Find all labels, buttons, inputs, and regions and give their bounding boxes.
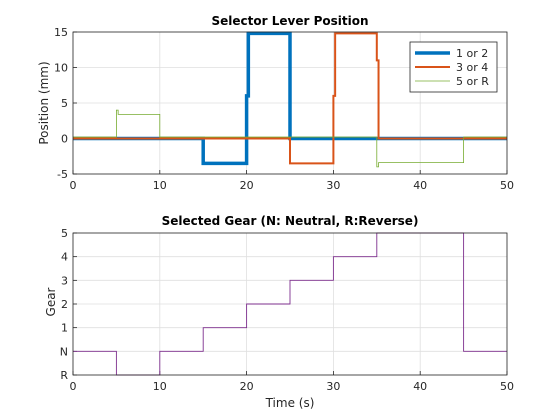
chart-lever-position: Selector Lever Position Position (mm) 0 1… bbox=[37, 14, 514, 192]
series-line-1-or-2 bbox=[73, 31, 507, 166]
y-tick-label: 10 bbox=[54, 62, 68, 75]
y-axis-label: Gear bbox=[44, 287, 58, 316]
x-tick-label: 10 bbox=[153, 179, 167, 192]
x-tick-label: 10 bbox=[153, 380, 167, 393]
y-tick-label: 5 bbox=[61, 97, 68, 110]
x-tick-label: 50 bbox=[500, 179, 514, 192]
y-tick-label: -5 bbox=[57, 168, 68, 181]
axes-frame bbox=[72, 232, 508, 376]
y-axis-label: Position (mm) bbox=[37, 61, 51, 144]
x-tick-label: 30 bbox=[326, 380, 340, 393]
x-tick-label: 30 bbox=[326, 179, 340, 192]
chart-title: Selector Lever Position bbox=[212, 14, 369, 28]
y-tick-label: 2 bbox=[61, 298, 68, 311]
x-tick-label: 40 bbox=[413, 179, 427, 192]
y-tick-label: R bbox=[60, 369, 68, 382]
y-tick-label: N bbox=[60, 345, 68, 358]
x-tick-label: 40 bbox=[413, 380, 427, 393]
x-tick-label: 20 bbox=[240, 179, 254, 192]
x-tick-label: 50 bbox=[500, 380, 514, 393]
x-tick-label: 20 bbox=[240, 380, 254, 393]
x-tick-label: 0 bbox=[70, 380, 77, 393]
series-line-3-or-4 bbox=[73, 32, 507, 165]
x-axis-label: Time (s) bbox=[265, 396, 315, 410]
y-tick-label: 5 bbox=[61, 227, 68, 240]
y-tick-label: 15 bbox=[54, 26, 68, 39]
y-tick-label: 4 bbox=[61, 251, 68, 264]
chart-title: Selected Gear (N: Neutral, R:Reverse) bbox=[162, 214, 419, 228]
y-tick-label: 1 bbox=[61, 322, 68, 335]
legend-entry: 5 or R bbox=[456, 75, 489, 88]
axes-frame bbox=[72, 31, 508, 175]
legend-entry: 3 or 4 bbox=[456, 61, 488, 74]
series-line-5-or-r bbox=[73, 109, 507, 168]
legend-entry: 1 or 2 bbox=[456, 47, 488, 60]
legend: 1 or 23 or 45 or R bbox=[409, 41, 498, 93]
y-tick-label: 0 bbox=[61, 133, 68, 146]
chart-selected-gear: Selected Gear (N: Neutral, R:Reverse) Ge… bbox=[44, 214, 514, 410]
x-tick-label: 0 bbox=[70, 179, 77, 192]
y-tick-label: 3 bbox=[61, 274, 68, 287]
